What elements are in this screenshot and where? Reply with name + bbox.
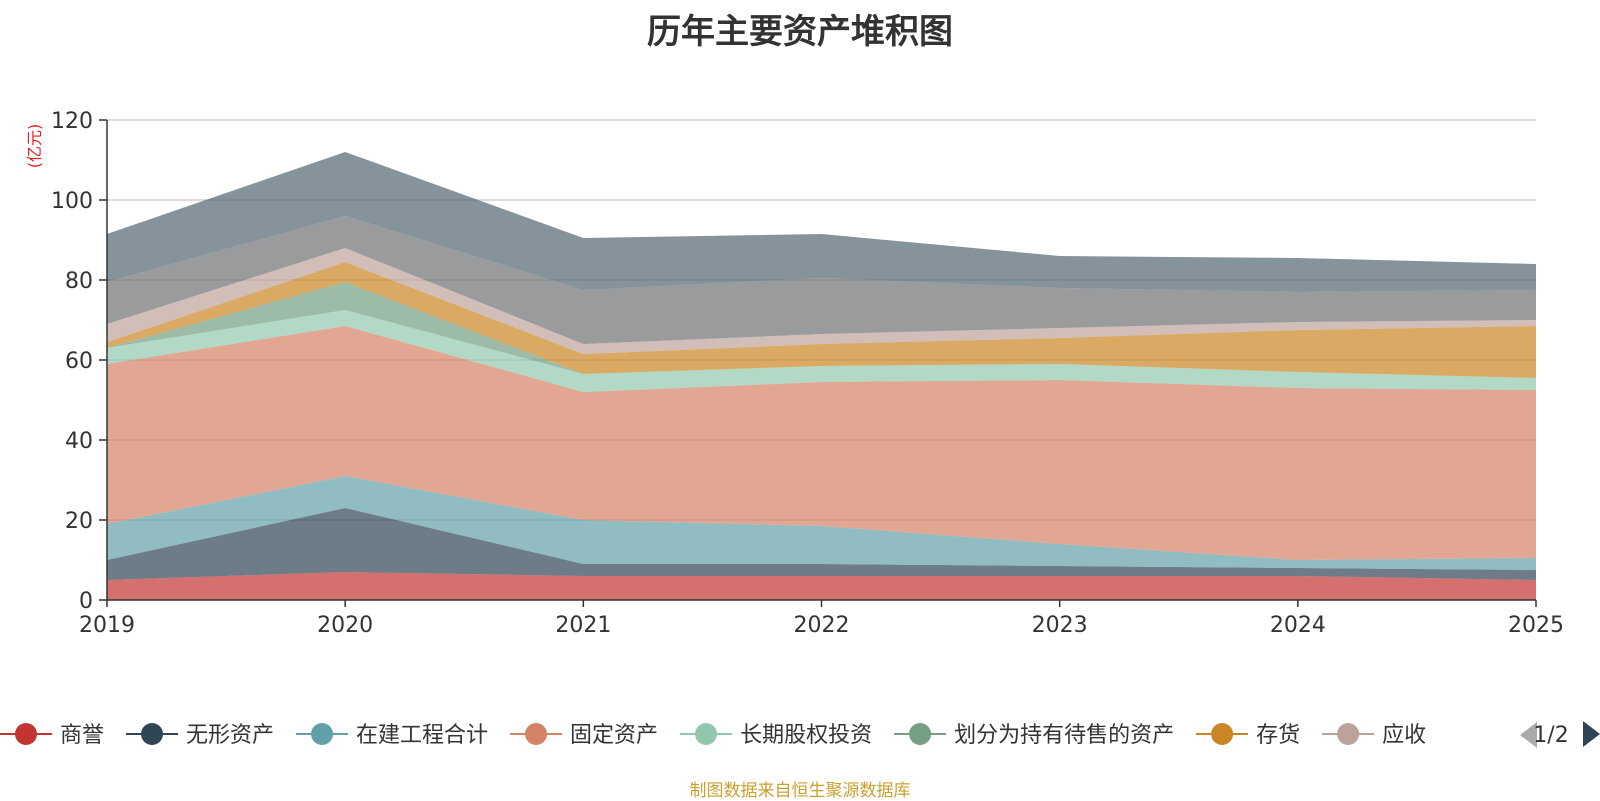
x-tick-label: 2022 [794,613,850,638]
legend-label: 固定资产 [570,723,658,748]
area-series [107,152,1536,600]
axes: 0 20 40 60 80 100 120 2019 2020 2021 2022 2023 2024 2… [25,109,1564,638]
legend-marker-icon [141,723,164,745]
legend-marker-icon [909,723,932,745]
legend-label: 无形资产 [186,723,274,748]
legend-marker-icon [1211,723,1234,745]
legend-marker-icon [525,723,548,745]
y-tick-label: 60 [65,349,93,374]
legend-page-indicator: 1/2 [1533,723,1568,748]
x-tick-label: 2019 [79,613,135,638]
triangle-right-icon[interactable] [1583,721,1600,747]
legend-label: 存货 [1256,723,1300,748]
legend-label: 商誉 [60,723,104,748]
x-tick-label: 2024 [1270,613,1326,638]
legend-item-6[interactable]: 存货 [1196,723,1300,748]
area-series-6[interactable] [107,262,1536,378]
y-axis-unit-label: (亿元) [25,124,44,169]
legend-marker-icon [311,723,334,745]
legend-label: 划分为持有待售的资产 [954,723,1174,748]
area-series-2[interactable] [107,476,1536,570]
area-series-8[interactable] [107,216,1536,344]
y-tick-label: 100 [51,189,93,214]
area-series-9[interactable] [107,152,1536,292]
triangle-left-icon[interactable] [1520,722,1537,748]
chart-title: 历年主要资产堆积图 [647,12,953,52]
y-tick-label: 80 [65,269,93,294]
legend-marker-icon [15,723,37,745]
area-series-0[interactable] [107,572,1536,600]
x-tick-label: 2021 [555,613,611,638]
area-series-3[interactable] [107,326,1536,560]
legend-item-5[interactable]: 划分为持有待售的资产 [894,723,1174,748]
legend: 商誉 无形资产 在建工程合计 固定资产 长期股权投资 划分为持有待售的资产 存货 应收 1/2 [0,721,1600,748]
x-tick-label: 2020 [317,613,373,638]
data-source-note: 制图数据来自恒生聚源数据库 [689,781,911,801]
legend-label: 应收 [1382,723,1426,748]
legend-pager: 1/2 [1520,721,1600,748]
area-series-1[interactable] [107,508,1536,580]
area-series-4[interactable] [107,310,1536,392]
legend-item-7[interactable]: 应收 [1322,723,1426,748]
x-tick-label: 2025 [1508,613,1564,638]
legend-marker-icon [1337,723,1360,745]
legend-item-2[interactable]: 在建工程合计 [296,723,488,748]
legend-label: 在建工程合计 [356,723,488,748]
y-tick-label: 120 [51,109,93,134]
legend-item-4[interactable]: 长期股权投资 [680,723,872,748]
y-tick-label: 0 [79,589,93,614]
legend-item-3[interactable]: 固定资产 [510,723,658,748]
legend-label: 长期股权投资 [740,723,872,748]
legend-item-0[interactable]: 商誉 [0,723,104,748]
y-tick-label: 20 [65,509,93,534]
legend-marker-icon [695,723,718,745]
y-tick-label: 40 [65,429,93,454]
legend-item-1[interactable]: 无形资产 [126,723,274,748]
area-series-7[interactable] [107,248,1536,354]
x-tick-label: 2023 [1032,613,1088,638]
